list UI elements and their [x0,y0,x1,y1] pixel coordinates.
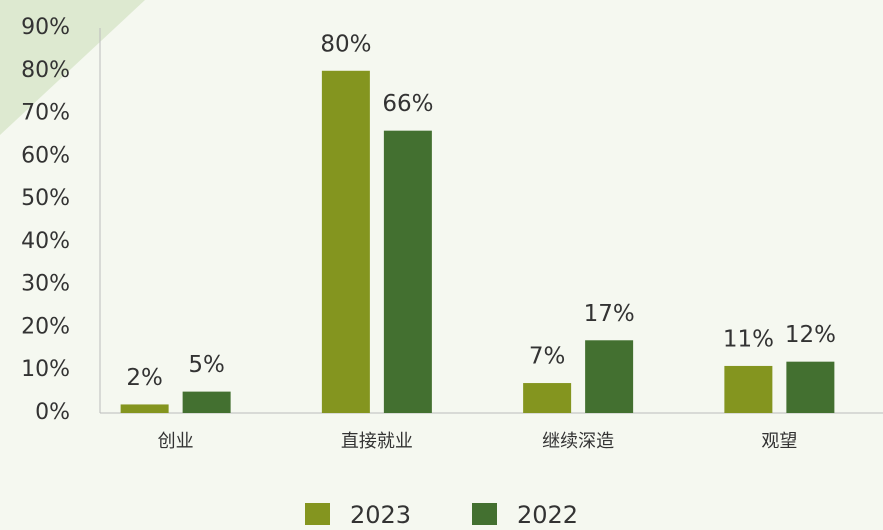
y-tick-label: 0% [35,400,70,425]
value-label: 11% [723,326,774,352]
x-tick-label: 观望 [761,431,797,452]
y-tick-label: 80% [21,58,70,83]
legend-swatch [472,503,497,525]
legend-swatch [305,503,330,525]
y-tick-label: 60% [21,143,70,168]
y-tick-label: 90% [21,15,70,40]
corner-decoration [0,0,145,135]
bar [585,340,634,413]
value-label: 12% [785,322,836,348]
y-tick-label: 10% [21,357,70,382]
x-tick-label: 继续深造 [542,431,614,452]
value-label: 17% [584,301,635,327]
x-tick-label: 直接就业 [341,431,413,452]
value-label: 2% [126,365,163,391]
y-tick-label: 20% [21,314,70,339]
value-label: 80% [320,31,371,57]
bar [523,383,572,413]
y-tick-label: 50% [21,186,70,211]
y-tick-label: 70% [21,101,70,126]
legend-label: 2022 [517,501,578,529]
bar [724,365,773,413]
value-label: 5% [188,352,225,378]
legend-label: 2023 [350,501,411,529]
x-tick-label: 创业 [158,431,194,452]
y-tick-label: 30% [21,272,70,297]
bar [182,391,231,413]
bar [383,130,432,413]
value-label: 7% [529,344,566,370]
bar [786,361,835,413]
y-tick-label: 40% [21,229,70,254]
bar [321,70,370,414]
bar [120,404,169,413]
value-label: 66% [382,91,433,117]
